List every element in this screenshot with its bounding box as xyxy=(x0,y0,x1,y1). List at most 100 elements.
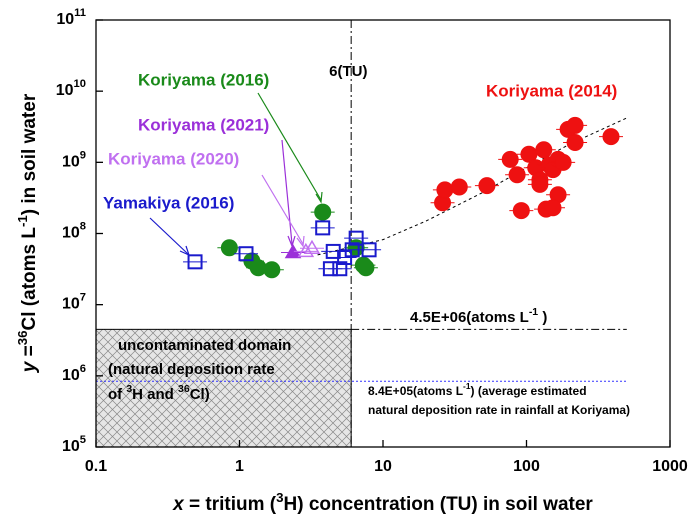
rain-line-label-2: natural deposition rate in rainfall at K… xyxy=(368,403,630,417)
y-tick-base: 10 xyxy=(56,82,74,99)
point xyxy=(450,178,468,196)
label-part: 8.4E+05(atoms L xyxy=(368,384,463,398)
y-tick-base: 10 xyxy=(62,367,80,384)
point xyxy=(566,116,584,134)
series-label: Koriyama (2021) xyxy=(138,115,269,134)
domain-label: uncontaminated domain xyxy=(118,337,291,354)
point xyxy=(303,239,321,255)
y-tick-label: 105 xyxy=(62,434,86,455)
point xyxy=(602,128,620,146)
point xyxy=(508,166,526,184)
point xyxy=(544,199,562,217)
y-title-part: ) in soil water xyxy=(19,93,40,215)
series-label: Koriyama (2016) xyxy=(138,70,269,89)
y-tick-exponent: 7 xyxy=(80,292,86,304)
y-tick-exponent: 8 xyxy=(80,220,86,232)
uncontaminated-domain xyxy=(95,328,352,448)
point xyxy=(348,230,364,246)
series-label: Koriyama (2020) xyxy=(108,149,239,168)
y-tick-label: 107 xyxy=(62,292,86,313)
x-title-part: = tritium ( xyxy=(184,494,277,515)
x-tick-label: 1 xyxy=(235,458,244,475)
y-tick-label: 108 xyxy=(62,220,86,241)
y-tick-exponent: 5 xyxy=(80,434,86,446)
y-tick-exponent: 9 xyxy=(80,149,86,161)
y-title-part: 36 xyxy=(15,330,30,345)
arrow-head xyxy=(179,245,190,257)
arrow xyxy=(149,217,189,255)
arrow xyxy=(257,92,322,201)
arrow-head xyxy=(287,235,296,248)
point xyxy=(531,175,549,193)
point xyxy=(238,246,254,262)
label-part: ) (average estimated xyxy=(471,384,587,398)
arrow-head xyxy=(315,191,323,204)
label-part: ) xyxy=(538,309,547,326)
x-title-part: 3 xyxy=(276,490,283,505)
y-title-part: y xyxy=(19,360,40,373)
point xyxy=(501,150,519,168)
point xyxy=(566,133,584,151)
point xyxy=(220,239,238,257)
domain-label: (natural deposition rate xyxy=(108,361,275,378)
domain-label: of 3H and 36Cl) xyxy=(108,383,210,403)
rain-line-label: 8.4E+05(atoms L-1) (average estimated xyxy=(368,381,587,398)
label-part: of xyxy=(108,386,126,403)
y-tick-base: 10 xyxy=(62,438,80,455)
y-tick-label: 1010 xyxy=(56,78,86,99)
label-part: 3 xyxy=(126,383,132,395)
arrow-head xyxy=(296,235,305,248)
y-title-part: -1 xyxy=(15,215,30,227)
label-part: Cl) xyxy=(190,386,210,403)
y-tick-label: 1011 xyxy=(56,7,86,28)
series-label: Koriyama (2014) xyxy=(486,81,617,100)
domain-layer xyxy=(95,328,352,448)
point xyxy=(297,242,315,258)
label-part: H and xyxy=(132,386,178,403)
point xyxy=(361,242,377,258)
y-tick-exponent: 10 xyxy=(74,78,86,90)
point xyxy=(263,261,281,279)
x-tick-label: 100 xyxy=(513,458,540,475)
point xyxy=(315,220,331,236)
point xyxy=(337,250,353,266)
y-tick-label: 109 xyxy=(62,149,86,170)
point xyxy=(357,259,375,277)
point xyxy=(478,177,496,195)
arrow xyxy=(261,174,304,245)
point xyxy=(512,202,530,220)
point xyxy=(332,261,348,277)
y-title-part: = xyxy=(19,345,40,361)
arrow xyxy=(281,139,293,245)
y-axis-title: y =36Cl (atoms L-1) in soil water xyxy=(15,93,41,373)
x-tick-label: 0.1 xyxy=(85,458,107,475)
y-tick-base: 10 xyxy=(62,225,80,242)
y-tick-label: 106 xyxy=(62,363,86,384)
point xyxy=(187,254,203,270)
y-tick-exponent: 11 xyxy=(74,7,86,19)
label-part: -1 xyxy=(463,381,471,391)
x-title-part: x xyxy=(172,494,185,515)
y-tick-base: 10 xyxy=(62,154,80,171)
point xyxy=(314,203,332,221)
label-arrows xyxy=(149,92,323,257)
x-axis-title: x = tritium (3H) concentration (TU) in s… xyxy=(172,490,593,516)
y-title-part: Cl (atoms L xyxy=(19,227,40,331)
label-part: 36 xyxy=(178,383,190,395)
y-tick-exponent: 6 xyxy=(80,363,86,375)
label-part: -1 xyxy=(529,306,538,318)
point xyxy=(535,141,553,159)
y-tick-base: 10 xyxy=(62,296,80,313)
x-tick-label: 1000 xyxy=(652,458,688,475)
y-tick-base: 10 xyxy=(56,11,74,28)
tu-line-label: 6(TU) xyxy=(329,63,367,80)
upper-line-label: 4.5E+06(atoms L-1 ) xyxy=(410,306,547,326)
point xyxy=(554,153,572,171)
label-part: 4.5E+06(atoms L xyxy=(410,309,529,326)
series-label: Yamakiya (2016) xyxy=(103,193,234,212)
marks-layer xyxy=(183,116,623,279)
x-title-part: H) concentration (TU) in soil water xyxy=(284,494,594,515)
x-tick-label: 10 xyxy=(374,458,392,475)
point xyxy=(436,181,454,199)
